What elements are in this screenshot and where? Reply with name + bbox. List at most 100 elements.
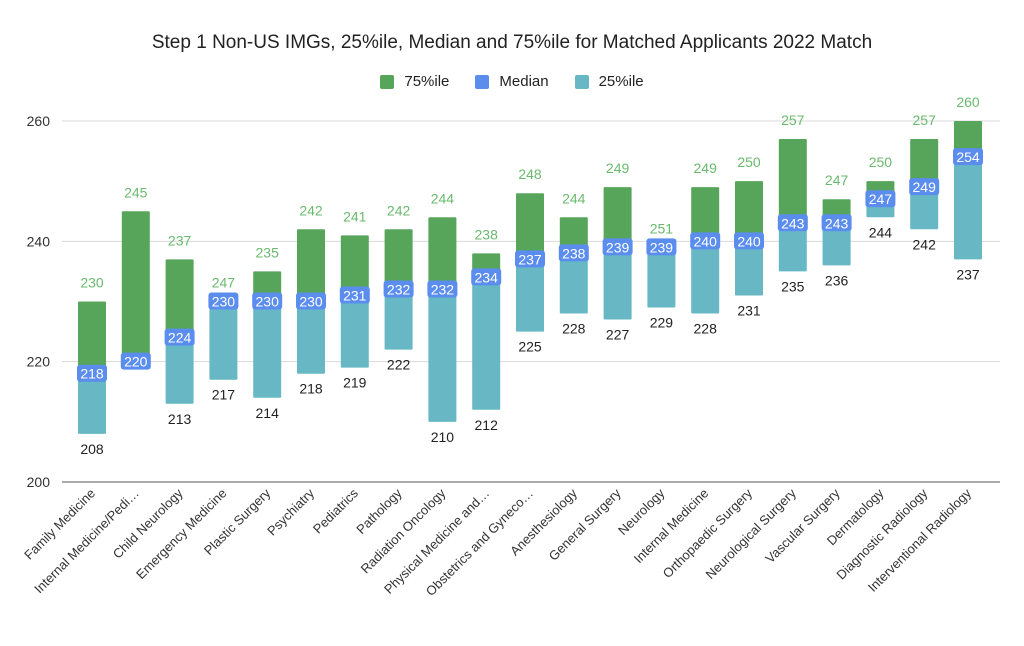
label-median-bg	[602, 238, 633, 256]
y-tick-label: 200	[27, 474, 51, 490]
bar-75	[165, 259, 194, 338]
label-25: 225	[518, 339, 542, 355]
bar-25	[297, 301, 325, 374]
label-median: 218	[80, 366, 104, 382]
legend: 75%ile Median 25%ile	[0, 73, 1024, 90]
label-75: 242	[299, 202, 323, 218]
label-25: 222	[387, 357, 411, 373]
label-25: 237	[956, 266, 980, 282]
bar-75	[778, 139, 807, 224]
label-25: 231	[737, 302, 761, 318]
label-median-bg	[865, 190, 896, 208]
label-25: 214	[256, 405, 280, 421]
label-median-bg	[821, 214, 852, 232]
label-median-bg	[734, 232, 764, 250]
bar-25	[428, 289, 457, 422]
label-median: 232	[387, 281, 411, 297]
label-75: 244	[431, 190, 455, 206]
x-tick-label: Internal Medicine	[631, 486, 712, 567]
bar-75	[559, 217, 588, 254]
label-median-bg	[296, 292, 326, 310]
label-median: 247	[869, 191, 893, 207]
bar-25	[209, 301, 238, 380]
bar-25	[647, 247, 676, 308]
bar-25	[822, 223, 851, 266]
bar-75	[428, 217, 457, 290]
bar-25	[78, 373, 106, 434]
label-25: 210	[431, 429, 455, 445]
label-median: 230	[256, 294, 280, 310]
label-75: 260	[956, 94, 980, 110]
label-75: 230	[80, 275, 104, 291]
label-median-bg	[515, 250, 545, 268]
bar-75	[384, 229, 413, 290]
chart-title: Step 1 Non-US IMGs, 25%ile, Median and 7…	[151, 32, 873, 53]
bar-25	[778, 223, 807, 272]
label-75: 245	[124, 184, 148, 200]
x-tick-label: Pediatrics	[310, 485, 361, 536]
label-75: 247	[212, 275, 236, 291]
bar-75	[297, 229, 325, 302]
label-median-bg	[427, 280, 458, 298]
label-median-bg	[383, 280, 414, 298]
bar-25	[253, 301, 282, 398]
label-median: 254	[956, 149, 980, 165]
label-25: 227	[606, 327, 630, 343]
bar-25	[516, 259, 544, 332]
legend-swatch-75	[380, 74, 395, 89]
label-median: 239	[606, 239, 630, 255]
bar-25	[603, 247, 632, 320]
label-25: 244	[869, 224, 893, 240]
label-75: 250	[869, 154, 893, 170]
label-median: 240	[737, 233, 761, 249]
y-tick-label: 240	[27, 233, 51, 249]
bar-25	[165, 337, 194, 404]
label-25: 217	[212, 387, 236, 403]
label-75: 238	[475, 226, 499, 242]
label-median-bg	[77, 364, 107, 382]
legend-label-median: Median	[499, 73, 549, 90]
label-median-bg	[777, 214, 808, 232]
bar-75	[954, 121, 982, 158]
bar-75	[735, 181, 763, 242]
label-median: 249	[913, 179, 937, 195]
label-median: 220	[124, 354, 148, 370]
legend-label-75: 75%ile	[404, 73, 450, 90]
bar-75	[516, 193, 544, 260]
legend-item-75: 75%ile	[380, 73, 449, 90]
label-75: 248	[518, 166, 542, 182]
label-median-bg	[690, 232, 721, 250]
label-median-bg	[646, 238, 677, 256]
label-median-bg	[558, 244, 589, 262]
bar-75	[121, 211, 150, 362]
bar-25	[559, 253, 588, 314]
label-25: 212	[475, 417, 499, 433]
label-75: 250	[737, 154, 761, 170]
label-75: 257	[913, 112, 937, 128]
legend-swatch-median	[475, 74, 490, 89]
legend-swatch-25	[574, 74, 589, 89]
label-median-bg	[339, 286, 370, 304]
bar-25	[954, 157, 982, 260]
label-75: 237	[168, 232, 192, 248]
y-tick-label: 220	[27, 354, 51, 370]
label-median: 230	[299, 294, 323, 310]
label-75: 249	[694, 160, 718, 176]
label-median: 243	[825, 215, 849, 231]
bar-75	[603, 187, 632, 248]
x-tick-label: Psychiatry	[264, 485, 317, 538]
legend-label-25: 25%ile	[598, 73, 644, 90]
y-tick-label: 260	[27, 113, 51, 129]
bar-75	[340, 235, 369, 296]
bar-25	[691, 241, 720, 314]
label-median-bg	[208, 292, 239, 310]
label-25: 219	[343, 375, 367, 391]
label-75: 235	[256, 244, 280, 260]
label-median: 240	[694, 233, 718, 249]
label-median-bg	[909, 178, 940, 196]
label-25: 213	[168, 411, 192, 427]
label-25: 228	[694, 321, 718, 337]
label-median: 232	[431, 281, 455, 297]
label-median-bg	[252, 292, 283, 310]
